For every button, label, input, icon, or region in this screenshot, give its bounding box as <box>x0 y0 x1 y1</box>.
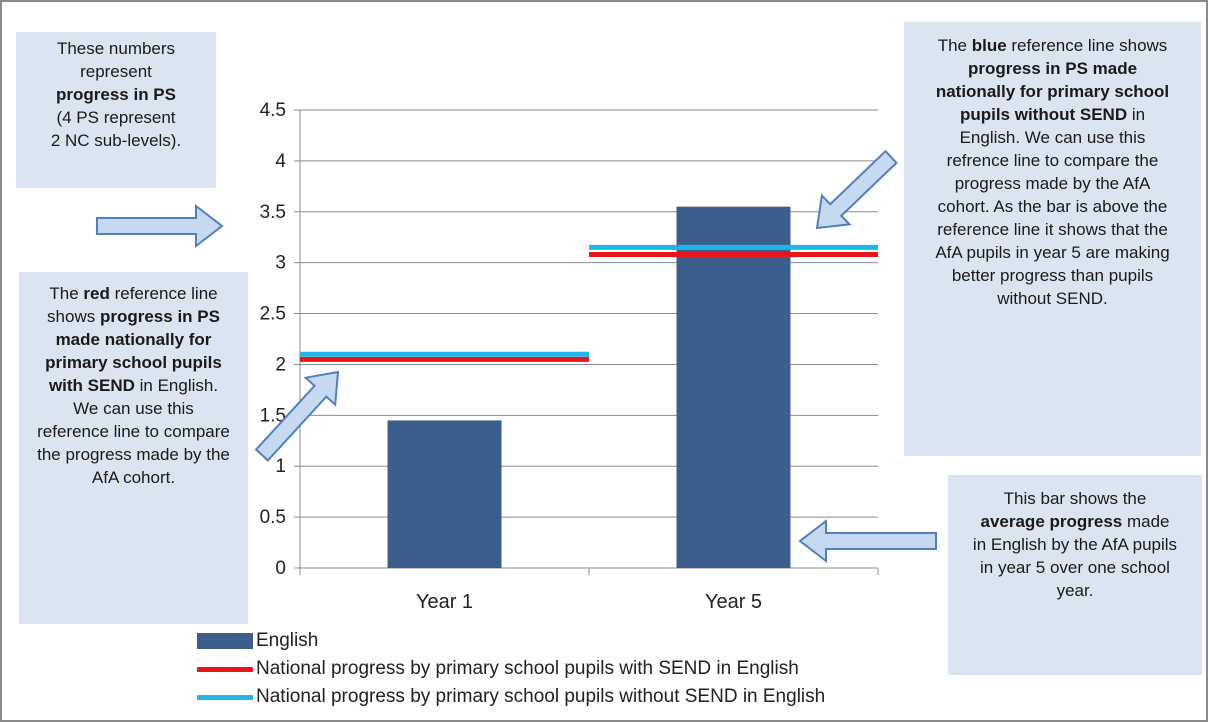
callout-red-text-end: in English. We can use this reference li… <box>37 376 230 487</box>
y-tick-label: 0 <box>275 558 286 579</box>
callout-ps-line4: (4 PS represent <box>56 108 176 127</box>
callout-blue-bold-phrase: progress in PS made nationally for prima… <box>935 59 1170 124</box>
y-tick-label: 2.5 <box>260 304 286 325</box>
callout-bar-text-end: made in English by the AfA pupils in yea… <box>972 512 1178 600</box>
callout-bar: This bar shows the average progress made… <box>948 475 1202 675</box>
y-tick-label: 1.5 <box>260 405 286 426</box>
legend-swatch-with-send <box>197 666 253 672</box>
callout-ps-line2: represent <box>80 62 152 81</box>
arrow-down-left-icon <box>815 149 898 230</box>
arrow-right-icon <box>96 203 224 249</box>
callout-bar-bold: average progress <box>980 512 1123 531</box>
callout-blue-bold-word: blue <box>971 36 1007 55</box>
callout-blue-text-end: in English. We can use this refrence lin… <box>935 105 1170 308</box>
legend-item-english: English <box>197 628 318 654</box>
callout-red-text: The <box>49 284 84 303</box>
x-category-label: Year 5 <box>705 591 762 613</box>
y-tick-label: 4 <box>275 151 286 172</box>
legend-swatch-english <box>197 633 253 649</box>
callout-red-bold-phrase: progress in PS made nationally for prima… <box>45 307 222 395</box>
legend-item-without-send: National progress by primary school pupi… <box>197 684 825 710</box>
callout-ps-line3: progress in PS <box>56 85 176 104</box>
callout-red-bold-word: red <box>83 284 110 303</box>
callout-blue-text-mid: reference line shows <box>1006 36 1168 55</box>
legend-swatch-without-send <box>197 694 253 700</box>
arrow-up-right-icon <box>254 370 340 462</box>
callout-red-text-mid: reference line shows <box>47 284 218 326</box>
callout-ps-line5: 2 NC sub-levels). <box>50 131 182 150</box>
bar-english-1 <box>387 420 502 568</box>
arrow-left-icon <box>798 518 937 564</box>
callout-ps-numbers: These numbers represent progress in PS (… <box>16 32 216 188</box>
legend-item-with-send: National progress by primary school pupi… <box>197 656 799 682</box>
legend-label-without-send: National progress by primary school pupi… <box>256 686 826 707</box>
callout-bar-text: This bar shows the <box>1003 489 1147 508</box>
y-tick-label: 0.5 <box>260 507 286 528</box>
legend-label-english: English <box>256 630 319 651</box>
y-tick-label: 2 <box>275 354 286 375</box>
legend-label-with-send: National progress by primary school pupi… <box>256 658 799 679</box>
callout-ps-line1: These numbers <box>56 39 176 58</box>
y-tick-label: 3.5 <box>260 202 286 223</box>
y-tick-label: 1 <box>275 456 286 477</box>
x-category-label: Year 1 <box>416 591 473 613</box>
callout-red-line: The red reference line shows progress in… <box>19 272 248 624</box>
bar-english-2 <box>676 206 791 568</box>
y-tick-label: 4.5 <box>260 100 286 121</box>
y-tick-label: 3 <box>275 253 286 274</box>
callout-blue-line: The blue reference line shows progress i… <box>904 22 1201 456</box>
callout-blue-text: The <box>937 36 972 55</box>
